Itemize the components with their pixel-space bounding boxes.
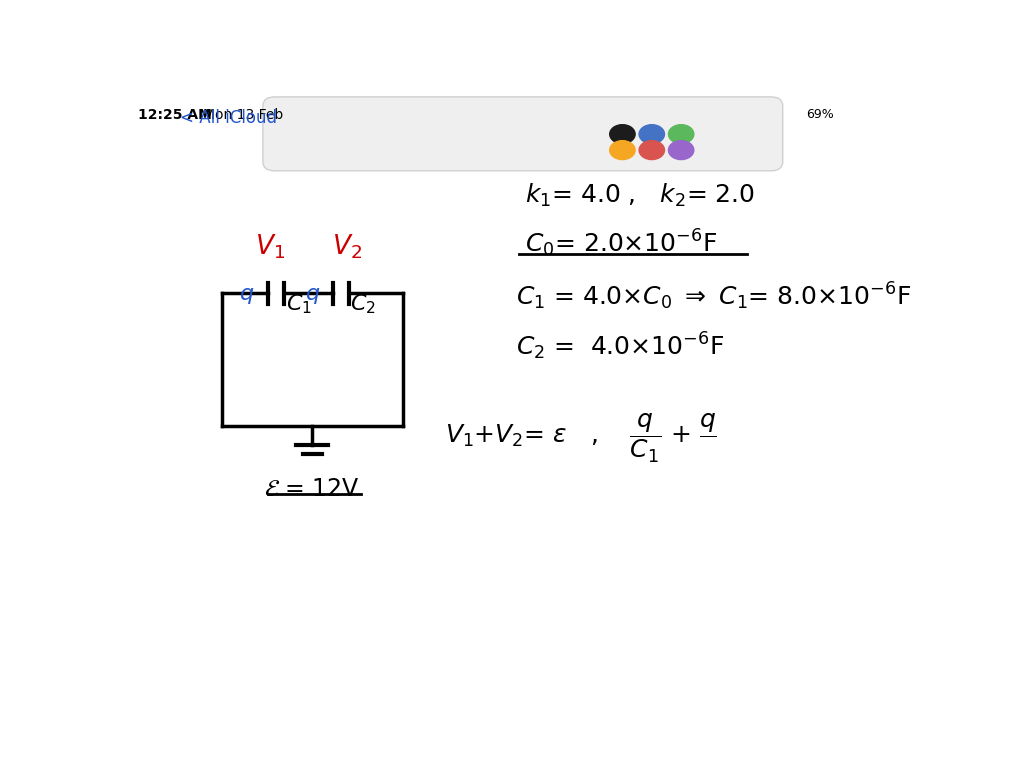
Circle shape (669, 141, 694, 160)
Circle shape (639, 141, 665, 160)
Circle shape (609, 124, 635, 144)
Text: $V_1$+$V_2$= $\varepsilon$   ,    $\dfrac{q}{C_1}$ + $\dfrac{q}{\,}$: $V_1$+$V_2$= $\varepsilon$ , $\dfrac{q}{… (445, 412, 718, 465)
Circle shape (609, 141, 635, 160)
Text: $q$: $q$ (239, 286, 254, 306)
Text: $C_1$: $C_1$ (286, 292, 311, 316)
Text: $\mathcal{E}$ = 12V: $\mathcal{E}$ = 12V (264, 476, 360, 501)
Text: $C_1$ = 4.0$\times$$C_0$ $\Rightarrow$ $C_1$= 8.0$\times$10$^{-6}$F: $C_1$ = 4.0$\times$$C_0$ $\Rightarrow$ $… (516, 280, 911, 312)
Text: $C_2$: $C_2$ (350, 292, 376, 316)
Text: < All iCloud: < All iCloud (179, 109, 276, 127)
Text: $V_1$: $V_1$ (255, 232, 285, 260)
Circle shape (669, 124, 694, 144)
Text: $C_2$ =  4.0$\times$10$^{-6}$F: $C_2$ = 4.0$\times$10$^{-6}$F (516, 331, 724, 362)
Text: $k_1$= 4.0 ,   $k_2$= 2.0: $k_1$= 4.0 , $k_2$= 2.0 (524, 182, 755, 209)
Text: Mon 13 Feb: Mon 13 Feb (204, 108, 284, 122)
Text: 12:25 AM: 12:25 AM (137, 108, 211, 122)
Text: $C_0$= 2.0$\times$10$^{-6}$F: $C_0$= 2.0$\times$10$^{-6}$F (524, 227, 717, 259)
Circle shape (639, 124, 665, 144)
Text: 69%: 69% (807, 108, 835, 121)
FancyBboxPatch shape (263, 97, 782, 170)
Text: $V_2$: $V_2$ (332, 232, 362, 260)
Text: $q$: $q$ (305, 286, 321, 306)
